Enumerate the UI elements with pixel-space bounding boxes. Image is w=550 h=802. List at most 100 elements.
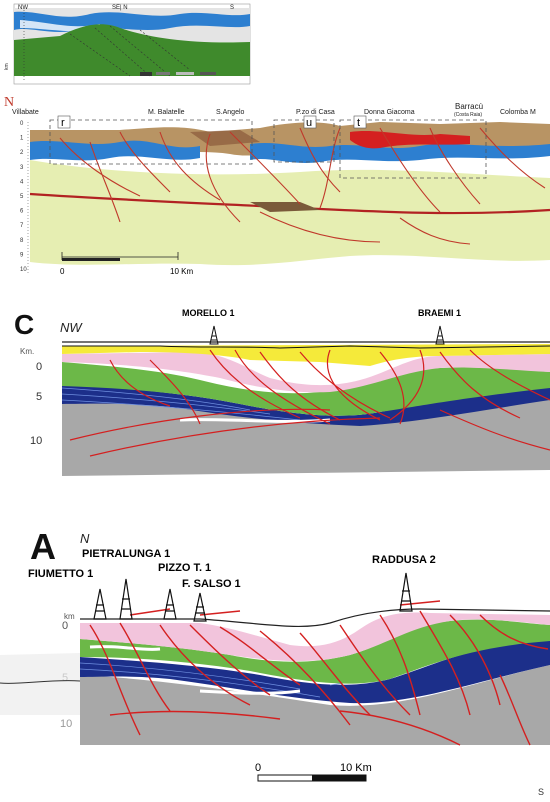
section-c-diagram: C NW Km. 0 5 10: [14, 308, 550, 476]
section-a-letter: A: [30, 526, 56, 567]
derrick-icon: [399, 572, 413, 612]
section-a-left-line: [0, 680, 81, 684]
section-c-blue-layering: [61, 387, 301, 421]
section-a-left-bleed: [0, 653, 80, 715]
section-a-depth-10: 10: [60, 718, 72, 730]
well-label-pietralunga: PIETRALUNGA 1: [82, 548, 170, 560]
section-a-gray-basement: [80, 665, 550, 745]
top-axis-unit: km: [4, 63, 10, 70]
top-section-diagram: NW SE| N S km: [4, 3, 251, 85]
section-c-surface-hachure: [62, 345, 550, 349]
locality-sangelo: S.Angelo: [216, 109, 245, 116]
section-a-direction: N: [80, 531, 90, 546]
section-a-corner-text: S: [538, 787, 544, 797]
section-c-white-lens: [179, 418, 331, 423]
section-a-depth-0: 0: [62, 620, 68, 632]
locality-villabate: Villabate: [12, 109, 39, 116]
section-n-box-t-tag: [353, 115, 367, 129]
locality-barracu: Barracù: [455, 102, 483, 111]
section-n-letter: N: [4, 95, 14, 110]
top-faults: [69, 25, 191, 77]
well-pizzo-t-1: [163, 588, 177, 620]
top-section-panel: NW SE| N S km: [0, 0, 260, 90]
section-a-diagram: A N PIETRALUNGA 1 PIZZO T. 1 FIUMETTO 1 …: [0, 526, 550, 797]
section-a-pink-unit: [80, 612, 550, 662]
section-a-scale-start: 0: [255, 762, 261, 774]
section-n-panel: N 0 1 2 3 4 5 6 7 8 9 10: [0, 92, 550, 292]
section-n-box-t: [339, 119, 487, 179]
well-label-pizzo-t: PIZZO T. 1: [158, 562, 211, 574]
section-c-letter: C: [14, 309, 34, 340]
section-n-depth-label: 7: [20, 223, 24, 229]
section-c-pink-unit: [62, 352, 550, 393]
top-label-center: SE| N: [112, 5, 128, 11]
section-c-depth-unit: Km.: [20, 347, 34, 356]
section-c-panel: C NW Km. 0 5 10: [0, 300, 550, 485]
derrick-icon: [193, 592, 207, 622]
well-raddusa-2: [399, 572, 413, 612]
locality-donna-giacoma: Donna Giacoma: [364, 109, 415, 116]
section-n-box-r: [49, 119, 253, 165]
section-c-direction: NW: [60, 320, 83, 335]
derrick-icon: [119, 578, 133, 620]
section-c-depth-5: 5: [36, 391, 42, 403]
derrick-icon: [209, 325, 219, 345]
section-n-depth-label: 9: [20, 252, 24, 258]
section-n-depth-label: 5: [20, 194, 24, 200]
section-n-depth-label: 4: [20, 179, 24, 185]
section-n-scale-start: 0: [60, 267, 65, 276]
section-n-depth-label: 6: [20, 209, 24, 215]
section-n-pale-basement: [30, 160, 550, 266]
section-a-dark-blue-unit: [80, 639, 550, 704]
section-n-box-label-r: r: [61, 117, 65, 129]
section-c-depth-10: 10: [30, 435, 42, 447]
section-a-scale-end: 10 Km: [340, 762, 372, 774]
section-n-brown-wedge: [250, 202, 320, 212]
section-n-red-sheet: [350, 131, 470, 149]
top-green-unit: [14, 24, 250, 76]
section-c-green-unit: [62, 362, 550, 416]
section-n-box-label-t: t: [357, 117, 360, 129]
locality-costa-raia: (Costa Raia): [454, 112, 482, 118]
locality-balatelle: M. Balatelle: [148, 109, 185, 116]
section-n-scale-bar: 0 10 Km: [60, 252, 193, 276]
section-n-faults: [59, 127, 546, 245]
well-label-fiumetto: FIUMETTO 1: [28, 568, 93, 580]
section-n-diagram: N 0 1 2 3 4 5 6 7 8 9 10: [4, 95, 550, 276]
top-label-s: S: [230, 5, 234, 11]
section-a-faults: [89, 600, 549, 746]
section-n-depth-label: 10: [20, 267, 27, 273]
top-legend-scale: [140, 72, 216, 76]
section-a-white-lens: [89, 645, 301, 695]
section-n-depth-label: 8: [20, 238, 24, 244]
section-n-box-label-u: u: [306, 117, 312, 129]
section-c-yellow-unit: [62, 344, 550, 366]
well-label-braemi: BRAEMI 1: [418, 308, 461, 318]
section-n-depth-label: 0: [20, 121, 24, 127]
section-a-green-unit: [80, 619, 550, 684]
section-a-panel: A N PIETRALUNGA 1 PIZZO T. 1 FIUMETTO 1 …: [0, 515, 550, 797]
top-label-nw: NW: [18, 5, 28, 11]
section-n-depth-label: 3: [20, 165, 24, 171]
section-n-depth-ticks: 0 1 2 3 4 5 6 7 8 9 10: [20, 121, 27, 273]
well-f-salso-1: [193, 592, 207, 622]
section-a-depth-unit: km: [64, 612, 75, 621]
section-c-depth-0: 0: [36, 361, 42, 373]
derrick-icon: [435, 325, 445, 345]
section-n-box-u-tag: [303, 115, 317, 129]
well-label-morello: MORELLO 1: [182, 308, 235, 318]
section-n-box-r-tag: [57, 115, 71, 129]
well-pietralunga-1: [119, 578, 133, 620]
derrick-icon: [93, 588, 107, 620]
section-c-dark-blue-unit: [62, 384, 550, 426]
section-n-depth-label: 1: [20, 136, 24, 142]
well-fiumetto-1: [93, 588, 107, 620]
well-braemi-1: BRAEMI 1: [418, 308, 461, 345]
well-label-raddusa: RADDUSA 2: [372, 554, 436, 566]
section-a-scale-bar: 0 10 Km: [255, 762, 372, 782]
derrick-icon: [163, 588, 177, 620]
section-a-surface: [80, 608, 550, 628]
section-n-blue-unit-2: [250, 143, 550, 163]
well-label-f-salso: F. SALSO 1: [182, 578, 241, 590]
section-n-depth-label: 2: [20, 150, 24, 156]
